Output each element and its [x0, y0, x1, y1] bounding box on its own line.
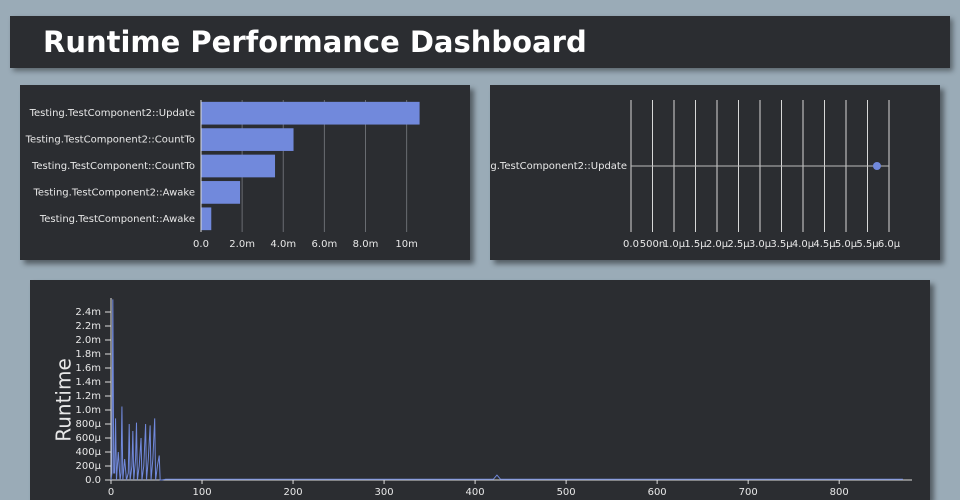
x-tick-label: 300	[375, 487, 394, 498]
x-tick-label: 500	[557, 487, 576, 498]
x-tick-label: 2.5μ	[727, 239, 750, 250]
bar	[201, 207, 212, 231]
y-tick-label: Testing.TestComponent::Awake	[39, 214, 195, 225]
line	[110, 299, 903, 481]
y-tick-label: 0.0	[85, 475, 101, 486]
y-tick-label: Testing.TestComponent2::Update	[29, 108, 195, 119]
chart: 0 100 200 300 400 500 600 700 800 0.0 200μ 400μ 600μ…	[52, 298, 912, 498]
x-tick-label: 5.0μ	[835, 239, 858, 250]
x-tick-label: 0.0	[623, 239, 639, 250]
x-tick-label: 6.0μ	[878, 239, 901, 250]
x-tick-label: 4.0μ	[792, 239, 815, 250]
y-axis-label: Runtime	[52, 358, 76, 442]
y-tick-label: 400μ	[76, 447, 102, 458]
x-tick-label: 1.5μ	[684, 239, 707, 250]
x-tick-label: 4.0m	[270, 239, 296, 250]
y-tick-label: Testing.TestComponent2::Awake	[32, 187, 195, 198]
x-tick-label: 1.0μ	[663, 239, 686, 250]
x-tick-label: 10m	[395, 239, 417, 250]
dashboard-title: Runtime Performance Dashboard	[43, 25, 587, 59]
chart: 0.0 2.0m 4.0m 6.0m 8.0m 10m Testing.TestCompon…	[25, 100, 420, 250]
bar	[201, 101, 420, 125]
x-tick-label: 600	[648, 487, 667, 498]
x-tick-label: 500n	[640, 239, 665, 250]
x-tick-label: 3.0μ	[749, 239, 772, 250]
x-tick-label: 4.5μ	[813, 239, 836, 250]
x-tick-label: 0.0	[193, 239, 209, 250]
x-tick-label: 6.0m	[312, 239, 338, 250]
y-tick-label: 1.2m	[75, 391, 101, 402]
y-tick-label: 1.6m	[75, 363, 101, 374]
x-tick-label: 800	[830, 487, 849, 498]
y-tick-label: 800μ	[76, 419, 102, 430]
y-tick-label: Testing.TestComponent::CountTo	[31, 161, 195, 172]
panel: 0 100 200 300 400 500 600 700 800 0.0 200μ 400μ 600μ…	[30, 280, 930, 500]
y-tick-label: Testing.TestComponent2::Update	[490, 161, 627, 172]
y-tick-label: 2.4m	[75, 307, 101, 318]
y-tick-label: 2.0m	[75, 335, 101, 346]
panel: 0.0 2.0m 4.0m 6.0m 8.0m 10m Testing.TestCompon…	[20, 85, 470, 260]
bar	[201, 128, 294, 151]
x-tick-label: 2.0μ	[706, 239, 729, 250]
x-tick-label: 5.5μ	[856, 239, 879, 250]
dot	[872, 162, 881, 170]
header: Runtime Performance Dashboard	[10, 16, 950, 68]
x-tick-label: 400	[466, 487, 485, 498]
y-tick-label: 1.0m	[75, 405, 101, 416]
x-tick-label: 700	[739, 487, 758, 498]
y-tick-label: 2.2m	[75, 321, 101, 332]
y-tick-label: 1.8m	[75, 349, 101, 360]
x-tick-label: 200	[283, 487, 302, 498]
bar	[201, 181, 241, 204]
x-tick-label: 2.0m	[229, 239, 255, 250]
x-tick-label: 8.0m	[353, 239, 379, 250]
bar	[201, 154, 276, 178]
x-tick-label: 3.5μ	[770, 239, 793, 250]
x-tick-label: 100	[192, 487, 211, 498]
x-tick-label: 0	[108, 487, 114, 498]
y-tick-label: 600μ	[76, 433, 102, 444]
y-tick-label: 1.4m	[75, 377, 101, 388]
y-tick-label: 200μ	[76, 461, 102, 472]
panel: 0.0 500n 1.0μ 1.5μ 2.0μ 2.5μ 3.0μ 3.5μ 4.0μ 4.5μ 5…	[490, 85, 940, 260]
y-tick-label: Testing.TestComponent2::CountTo	[25, 135, 195, 146]
